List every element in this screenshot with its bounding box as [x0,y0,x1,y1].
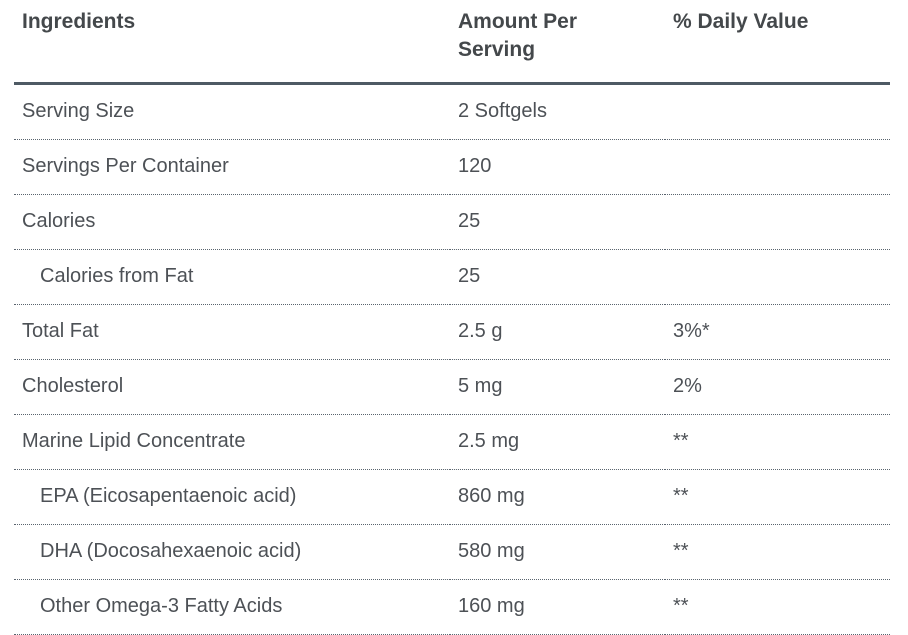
daily-value-cell: 2% [665,359,890,415]
amount-cell: 2.5 mg [450,414,665,470]
daily-value-cell: ** [665,414,890,470]
table-row-other-omega-3: Other Omega-3 Fatty Acids 160 mg ** [14,579,890,635]
ingredient-cell: DHA (Docosahexaenoic acid) [14,524,450,580]
column-header-amount-per-serving-label: Amount Per Serving [458,10,578,61]
table-row-epa: EPA (Eicosapentaenoic acid) 860 mg ** [14,469,890,525]
table-row-marine-lipid-concentrate: Marine Lipid Concentrate 2.5 mg ** [14,414,890,470]
ingredient-cell: Calories from Fat [14,249,450,305]
ingredient-cell: Other Omega-3 Fatty Acids [14,579,450,635]
ingredient-cell: Marine Lipid Concentrate [14,414,450,470]
amount-cell: 25 [450,249,665,305]
amount-cell: 2 Softgels [450,83,665,140]
table-row-calories: Calories 25 [14,194,890,250]
amount-cell: 5 mg [450,359,665,415]
table-row-cholesterol: Cholesterol 5 mg 2% [14,359,890,415]
amount-cell: 2.5 g [450,304,665,360]
amount-cell: 120 [450,139,665,195]
ingredient-cell: Servings Per Container [14,139,450,195]
table-body: Serving Size 2 Softgels Servings Per Con… [14,83,890,635]
ingredient-cell: Serving Size [14,83,450,140]
amount-cell: 860 mg [450,469,665,525]
ingredient-cell: EPA (Eicosapentaenoic acid) [14,469,450,525]
daily-value-cell: 3%* [665,304,890,360]
ingredient-cell: Cholesterol [14,359,450,415]
column-header-amount-per-serving: Amount Per Serving [450,0,665,85]
table-row-calories-from-fat: Calories from Fat 25 [14,249,890,305]
daily-value-cell [665,83,890,140]
column-header-daily-value: % Daily Value [665,0,890,85]
amount-cell: 580 mg [450,524,665,580]
table-row-dha: DHA (Docosahexaenoic acid) 580 mg ** [14,524,890,580]
column-header-daily-value-label: % Daily Value [673,10,809,33]
ingredient-cell: Calories [14,194,450,250]
supplement-facts-table: Ingredients Amount Per Serving % Daily V… [14,0,890,635]
table-header: Ingredients Amount Per Serving % Daily V… [14,0,890,85]
amount-cell: 160 mg [450,579,665,635]
header-row: Ingredients Amount Per Serving % Daily V… [14,0,890,85]
table-row-total-fat: Total Fat 2.5 g 3%* [14,304,890,360]
table-row-servings-per-container: Servings Per Container 120 [14,139,890,195]
column-header-ingredients: Ingredients [14,0,450,85]
daily-value-cell: ** [665,524,890,580]
daily-value-cell: ** [665,579,890,635]
column-header-ingredients-label: Ingredients [22,10,136,33]
daily-value-cell [665,139,890,195]
daily-value-cell [665,249,890,305]
table-row-serving-size: Serving Size 2 Softgels [14,83,890,140]
amount-cell: 25 [450,194,665,250]
daily-value-cell: ** [665,469,890,525]
daily-value-cell [665,194,890,250]
ingredient-cell: Total Fat [14,304,450,360]
